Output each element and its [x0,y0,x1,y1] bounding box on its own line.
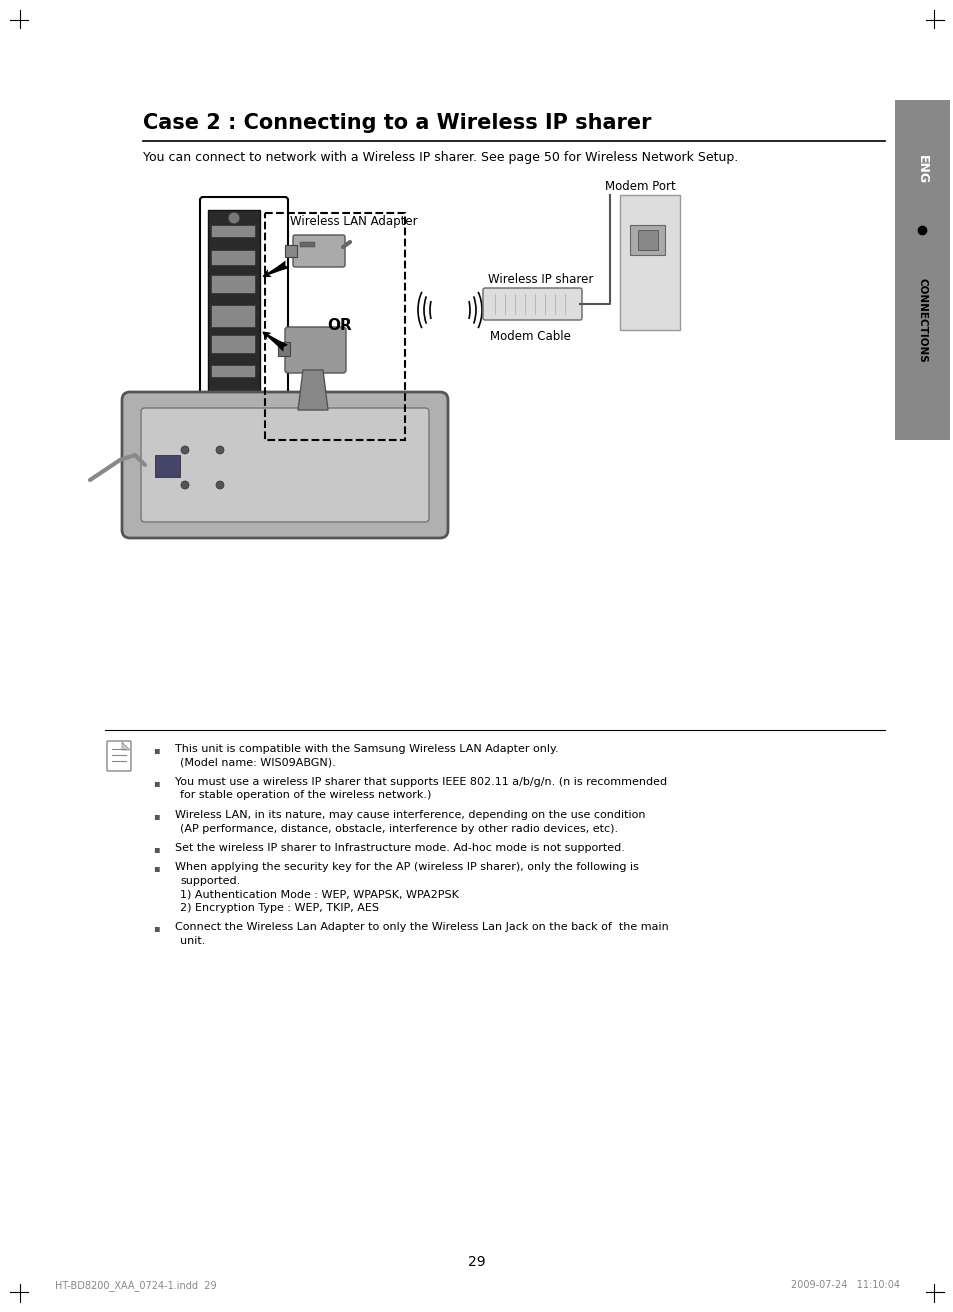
Text: ▪: ▪ [152,811,159,821]
Text: for stable operation of the wireless network.): for stable operation of the wireless net… [180,791,431,800]
Text: This unit is compatible with the Samsung Wireless LAN Adapter only.: This unit is compatible with the Samsung… [174,744,558,754]
Bar [208,210,260,430]
Bar [299,241,314,247]
Text: Wireless LAN Adapter: Wireless LAN Adapter [290,215,417,228]
Bar [894,100,949,440]
Bar [629,224,664,255]
Text: 1) Authentication Mode : WEP, WPAPSK, WPA2PSK: 1) Authentication Mode : WEP, WPAPSK, WP… [180,890,458,900]
Text: 29: 29 [468,1256,485,1269]
Circle shape [181,482,189,489]
Circle shape [215,482,224,489]
Text: Set the wireless IP sharer to Infrastructure mode. Ad-hoc mode is not supported.: Set the wireless IP sharer to Infrastruc… [174,844,624,853]
FancyBboxPatch shape [482,289,581,320]
Bar [638,230,658,251]
Circle shape [215,446,224,454]
Bar [211,335,254,353]
FancyBboxPatch shape [200,197,288,443]
Text: You must use a wireless IP sharer that supports IEEE 802.11 a/b/g/n. (n is recom: You must use a wireless IP sharer that s… [174,777,666,787]
Circle shape [228,213,240,224]
FancyBboxPatch shape [122,392,448,538]
FancyBboxPatch shape [293,235,345,268]
Text: Case 2 : Connecting to a Wireless IP sharer: Case 2 : Connecting to a Wireless IP sha… [143,113,651,133]
FancyBboxPatch shape [107,741,131,771]
Text: 2009-07-24   11:10:04: 2009-07-24 11:10:04 [790,1281,899,1290]
Bar [154,455,180,478]
FancyBboxPatch shape [285,327,346,373]
Text: ENG: ENG [915,155,928,185]
Text: (AP performance, distance, obstacle, interference by other radio devices, etc).: (AP performance, distance, obstacle, int… [180,824,618,833]
Bar [285,245,296,257]
FancyBboxPatch shape [141,408,429,522]
Text: ▪: ▪ [152,745,159,754]
Text: HT-BD8200_XAA_0724-1.indd  29: HT-BD8200_XAA_0724-1.indd 29 [55,1281,216,1291]
Text: Wireless IP sharer: Wireless IP sharer [488,273,593,286]
Bar [211,224,254,237]
Text: (Model name: WIS09ABGN).: (Model name: WIS09ABGN). [180,757,335,768]
Text: Wireless LAN, in its nature, may cause interference, depending on the use condit: Wireless LAN, in its nature, may cause i… [174,810,645,820]
Text: Connect the Wireless Lan Adapter to only the Wireless Lan Jack on the back of  t: Connect the Wireless Lan Adapter to only… [174,922,668,933]
Text: When applying the security key for the AP (wireless IP sharer), only the followi: When applying the security key for the A… [174,862,639,872]
Bar [211,365,254,377]
Text: ▪: ▪ [152,778,159,789]
Polygon shape [297,370,328,409]
Text: ▪: ▪ [152,924,159,934]
Polygon shape [122,743,130,750]
Text: supported.: supported. [180,876,240,886]
Text: 2) Encryption Type : WEP, TKIP, AES: 2) Encryption Type : WEP, TKIP, AES [180,903,378,913]
Bar [211,276,254,293]
Bar [211,304,254,327]
Bar [211,251,254,265]
Bar [277,342,290,356]
Bar [265,213,405,440]
Circle shape [181,446,189,454]
Text: You can connect to network with a Wireless IP sharer. See page 50 for Wireless N: You can connect to network with a Wirele… [143,151,738,164]
Text: CONNECTIONS: CONNECTIONS [917,278,926,362]
Text: Modem Port: Modem Port [604,180,675,193]
Circle shape [228,416,240,428]
Text: ▪: ▪ [152,844,159,854]
Text: OR: OR [327,318,352,332]
Text: Modem Cable: Modem Cable [490,331,570,342]
Text: ▪: ▪ [152,863,159,874]
Text: unit.: unit. [180,935,205,946]
Bar [619,195,679,331]
